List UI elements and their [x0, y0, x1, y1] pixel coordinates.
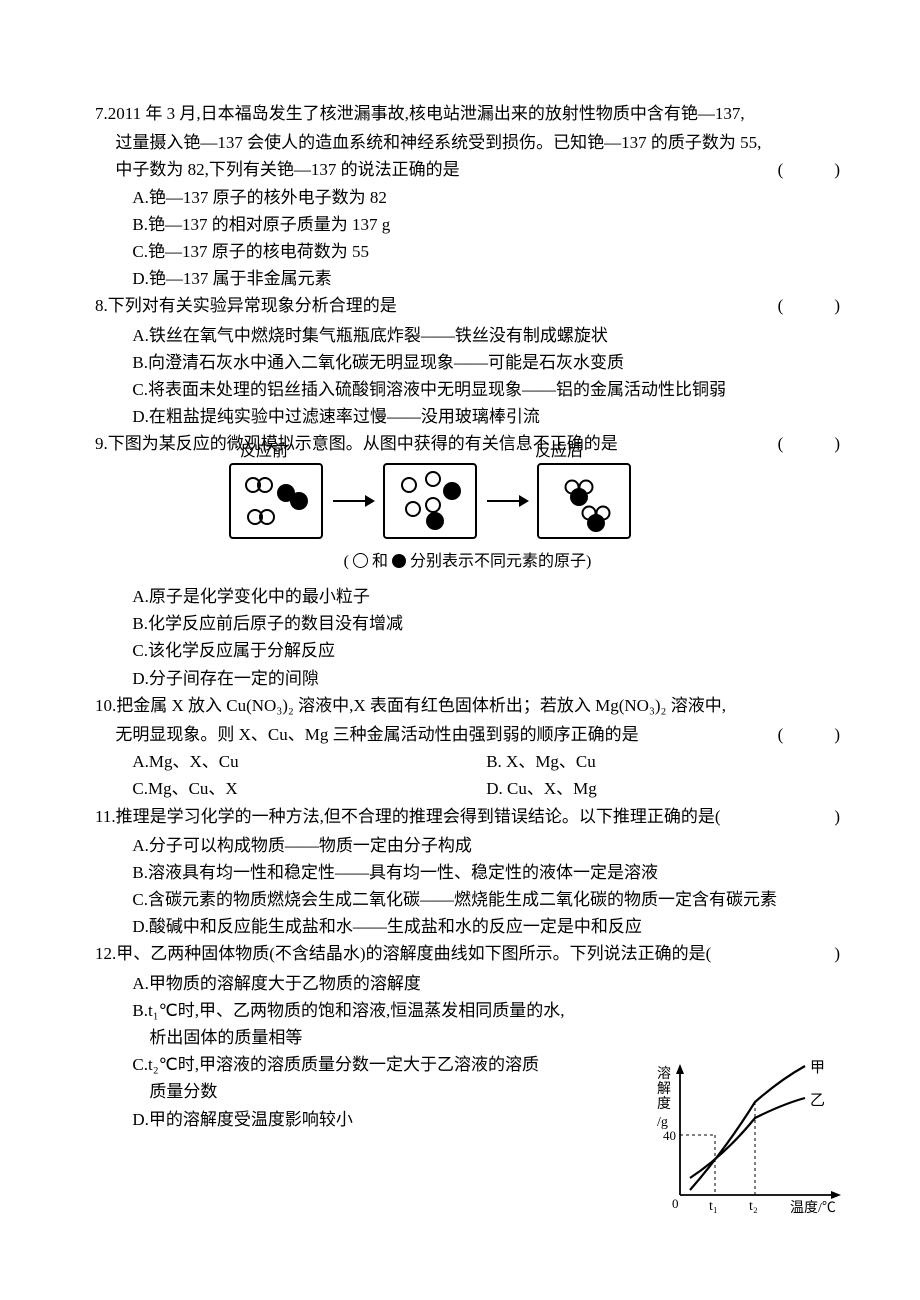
- series-jia: 甲: [810, 1060, 825, 1076]
- q11-optC: C.含碳元素的物质燃烧会生成二氧化碳——燃烧能生成二氧化碳的物质一定含有碳元素: [95, 886, 840, 913]
- caption-mid: 和: [368, 553, 392, 570]
- q7-optC: C.铯—137 原子的核电荷数为 55: [95, 238, 840, 265]
- q11-stem-text: 11.推理是学习化学的一种方法,但不合理的推理会得到错误结论。以下推理正确的是(: [115, 803, 720, 830]
- answer-bracket: ( ): [778, 156, 840, 183]
- answer-bracket: ( ): [778, 721, 840, 748]
- label-before: 反应前: [240, 439, 288, 465]
- answer-bracket: ( ): [798, 430, 840, 457]
- q9-optB: B.化学反应前后原子的数目没有增减: [95, 610, 840, 637]
- series-yi: 乙: [810, 1093, 825, 1109]
- answer-bracket: ): [821, 940, 840, 967]
- q9-stem: 9.下图为某反应的微观模拟示意图。从图中获得的有关信息不正确的是 ( ): [95, 430, 840, 457]
- q7-stem-line3: 中子数为 82,下列有关铯—137 的说法正确的是 ( ): [95, 156, 840, 183]
- svg-text:解: 解: [657, 1081, 671, 1097]
- q10-stem-text: 无明显现象。则 X、Cu、Mg 三种金属活动性由强到弱的顺序正确的是: [115, 721, 638, 748]
- q11-optB: B.溶液具有均一性和稳定性——具有均一性、稳定性的液体一定是溶液: [95, 859, 840, 886]
- solubility-chart: 溶 解 度 /g 40 0 t₁ t₂ 温度/℃ 甲 乙: [655, 1060, 850, 1215]
- hollow-atom-icon: [353, 553, 368, 568]
- q8-stem-text: 8.下列对有关实验异常现象分析合理的是: [115, 292, 396, 319]
- q11-optD: D.酸碱中和反应能生成盐和水——生成盐和水的反应一定是中和反应: [95, 913, 840, 940]
- q8-optD: D.在粗盐提纯实验中过滤速率过慢——没用玻璃棒引流: [95, 403, 840, 430]
- answer-bracket: ): [821, 803, 840, 830]
- ytick-40: 40: [663, 1128, 676, 1143]
- q8-optC: C.将表面未处理的铝丝插入硫酸铜溶液中无明显现象——铝的金属活动性比铜弱: [95, 376, 840, 403]
- ylabel-top: 溶: [657, 1066, 671, 1082]
- q7-optB: B.铯—137 的相对原子质量为 137 g: [95, 211, 840, 238]
- q7-stem-line1: 7.2011 年 3 月,日本福岛发生了核泄漏事故,核电站泄漏出来的放射性物质中…: [95, 100, 840, 127]
- reaction-box-before: [229, 463, 323, 539]
- q9-optC: C.该化学反应属于分解反应: [95, 637, 840, 664]
- q9-optA: A.原子是化学变化中的最小粒子: [95, 583, 840, 610]
- arrow-icon: [487, 500, 527, 502]
- q9-legend: ( 和 分别表示不同元素的原子): [95, 549, 840, 575]
- reaction-box-mid: [383, 463, 477, 539]
- q8-stem: 8.下列对有关实验异常现象分析合理的是 ( ): [95, 292, 840, 319]
- q12-stem-text: 12.甲、乙两种固体物质(不含结晶水)的溶解度曲线如下图所示。下列说法正确的是(: [115, 940, 711, 967]
- label-after: 反应后: [535, 439, 583, 465]
- origin-label: 0: [672, 1196, 679, 1211]
- q12-optB-line2: 析出固体的质量相等: [95, 1024, 840, 1051]
- solid-atom-icon: [392, 554, 406, 568]
- q7-optA: A.铯—137 原子的核外电子数为 82: [95, 184, 840, 211]
- q11-optA: A.分子可以构成物质——物质一定由分子构成: [95, 832, 840, 859]
- xtick-t1: t₁: [709, 1199, 718, 1214]
- q12-optA: A.甲物质的溶解度大于乙物质的溶解度: [95, 970, 840, 997]
- q10-stem-line2: 无明显现象。则 X、Cu、Mg 三种金属活动性由强到弱的顺序正确的是 ( ): [95, 721, 840, 748]
- q9-optD: D.分子间存在一定的间隙: [95, 665, 840, 692]
- q7-stem-text: 中子数为 82,下列有关铯—137 的说法正确的是: [115, 156, 459, 183]
- q11-stem: 11.推理是学习化学的一种方法,但不合理的推理会得到错误结论。以下推理正确的是(…: [95, 803, 840, 830]
- caption-post: 分别表示不同元素的原子): [406, 553, 591, 570]
- q10-optA: A.Mg、X、Cu: [132, 748, 486, 775]
- q10-row1: A.Mg、X、Cu B. X、Mg、Cu: [95, 748, 840, 775]
- q9-reaction-diagram: 反应前 反应后: [215, 463, 645, 539]
- q10-optB: B. X、Mg、Cu: [486, 748, 840, 775]
- q12-stem: 12.甲、乙两种固体物质(不含结晶水)的溶解度曲线如下图所示。下列说法正确的是(…: [95, 940, 840, 967]
- q10-optD: D. Cu、X、Mg: [486, 775, 840, 802]
- reaction-box-after: [537, 463, 631, 539]
- xlabel: 温度/℃: [790, 1200, 836, 1215]
- q7-stem-line2: 过量摄入铯—137 会使人的造血系统和神经系统受到损伤。已知铯—137 的质子数…: [95, 129, 840, 156]
- q8-optB: B.向澄清石灰水中通入二氧化碳无明显现象——可能是石灰水变质: [95, 349, 840, 376]
- caption-pre: (: [344, 553, 353, 570]
- q10-row2: C.Mg、Cu、X D. Cu、X、Mg: [95, 775, 840, 802]
- svg-text:度: 度: [657, 1096, 671, 1112]
- xtick-t2: t₂: [749, 1199, 758, 1214]
- exam-page: 7.2011 年 3 月,日本福岛发生了核泄漏事故,核电站泄漏出来的放射性物质中…: [0, 0, 920, 1300]
- q10-optC: C.Mg、Cu、X: [132, 775, 486, 802]
- arrow-icon: [333, 500, 373, 502]
- q10-stem-line1: 10.把金属 X 放入 Cu(NO₃)₂ 溶液中,X 表面有红色固体析出；若放入…: [95, 692, 840, 719]
- answer-bracket: ( ): [798, 292, 840, 319]
- q12-optB-line1: B.t₁℃时,甲、乙两物质的饱和溶液,恒温蒸发相同质量的水,: [95, 997, 840, 1024]
- q8-optA: A.铁丝在氧气中燃烧时集气瓶瓶底炸裂——铁丝没有制成螺旋状: [95, 322, 840, 349]
- q7-optD: D.铯—137 属于非金属元素: [95, 265, 840, 292]
